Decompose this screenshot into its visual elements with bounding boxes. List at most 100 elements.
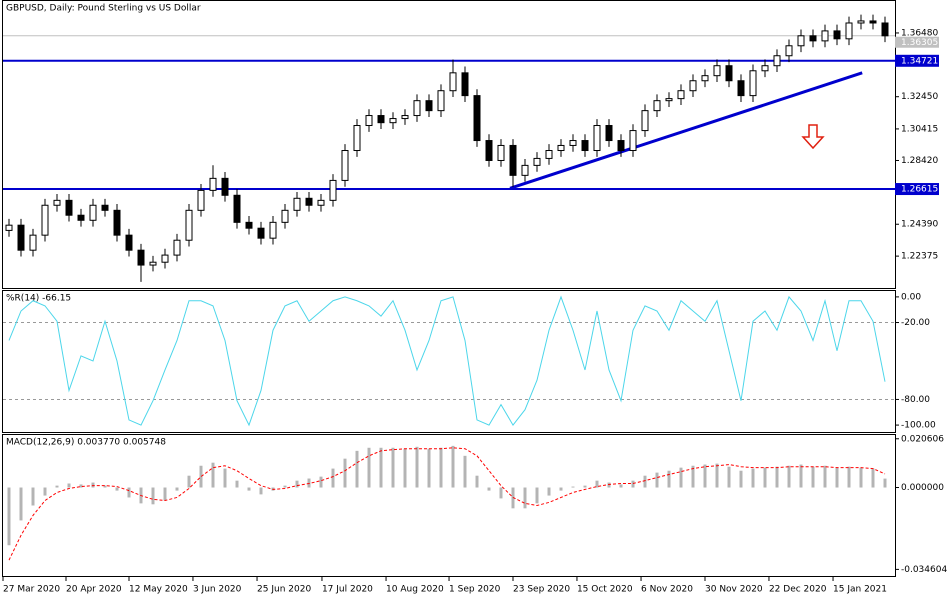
candle-body [593,125,601,152]
x-tick-label: 10 Aug 2020 [386,585,444,595]
candle-body [89,204,97,221]
x-tick-label: 22 Dec 2020 [769,585,827,595]
y-tick-label: 1.28420 [901,156,938,166]
candle-body [245,221,253,229]
y-tick-label: 1.24390 [901,220,938,230]
candle-body [713,65,721,77]
candle-body [641,110,649,132]
y-tick-label: 1.22375 [901,252,938,262]
candle-body [257,227,265,239]
x-tick-label: 30 Nov 2020 [705,585,763,595]
candle-body [473,95,481,142]
wpr-line [8,295,886,427]
candle-body [221,177,229,196]
price-frame [2,0,896,289]
candle-body [569,140,577,146]
candle-body [449,72,457,92]
x-tick-label: 6 Nov 2020 [641,585,693,595]
candle-body [389,118,397,124]
candle-body [149,261,157,266]
frames [2,0,896,577]
macd-title: MACD(12,26,9) 0.003770 0.005748 [6,438,166,448]
candle-body [557,144,565,152]
x-tick-label: 15 Jan 2021 [833,585,887,595]
candle-body [329,179,337,201]
candle-body [701,75,709,82]
candle-body [629,130,637,152]
down-arrow [801,124,825,150]
y-tick-label: 1.36480 [901,28,938,38]
candle-body [233,194,241,223]
x-tick-label: 1 Sep 2020 [449,585,501,595]
candle-body [77,214,85,221]
y-tick-label: -20.00 [901,318,930,328]
candle-body [209,177,217,191]
candle-body [485,140,493,161]
candle-body [521,164,529,176]
candle-body [65,199,73,216]
y-tick-label: 0.00 [901,292,921,302]
x-tick-label: 17 Jul 2020 [322,585,373,595]
last-price-box [895,36,939,48]
y-tick-label: -100.00 [901,421,936,431]
candle-body [29,234,37,251]
candle-body [725,65,733,82]
candle-body [41,204,49,236]
candle-body [881,22,889,37]
candle-body [617,140,625,152]
candle-body [353,125,361,152]
candle-body [17,224,25,251]
candle-body [785,45,793,57]
candle-body [869,20,877,24]
x-tick-label: 20 Apr 2020 [66,585,122,595]
candle-body [845,22,853,40]
candle-body [317,199,325,206]
candle-body [545,150,553,159]
candle-body [665,98,673,102]
candle-body [749,70,757,97]
candle-body [689,80,697,92]
candle-body [461,72,469,97]
candle-body [293,197,301,211]
candle-body [605,125,613,142]
candle-body [305,197,313,206]
level-label: 1.26615 [901,185,938,195]
y-tick-label: 1.30415 [901,124,938,134]
level-label: 1.34721 [901,56,938,66]
x-tick-label: 3 Jun 2020 [193,585,242,595]
candle-body [857,20,865,24]
candle-body [53,199,61,206]
candle-body [281,209,289,223]
candle-body [509,144,517,176]
x-tick-label: 23 Sep 2020 [513,585,570,595]
candle-body [797,35,805,47]
candle-body [653,100,661,112]
candle-body [533,157,541,166]
candle-body [401,115,409,120]
candle-body [269,221,277,239]
wpr-frame [2,290,896,433]
y-tick-label: 0.020606 [901,434,944,444]
wpr-title: %R(14) -66.15 [6,294,71,304]
candle-body [425,100,433,112]
candle-body [809,35,817,42]
candle-body [437,90,445,112]
candle-body [101,204,109,211]
x-tick-label: 15 Oct 2020 [577,585,633,595]
candle-body [677,90,685,100]
candle-body [413,100,421,117]
candle-body [365,115,373,127]
x-tick-label: 12 May 2020 [129,585,188,595]
macd-frame [2,434,896,577]
chart-title: GBPUSD, Daily: Pound Sterling vs US Doll… [6,4,201,14]
candle-body [761,65,769,72]
candle-body [737,80,745,97]
candle-body [377,115,385,124]
candle-body [5,224,13,231]
trend-line [509,71,863,190]
candle-body [125,234,133,251]
candle-body [137,249,145,266]
last-price-label: 1.36305 [901,38,938,48]
candle-body [341,150,349,181]
